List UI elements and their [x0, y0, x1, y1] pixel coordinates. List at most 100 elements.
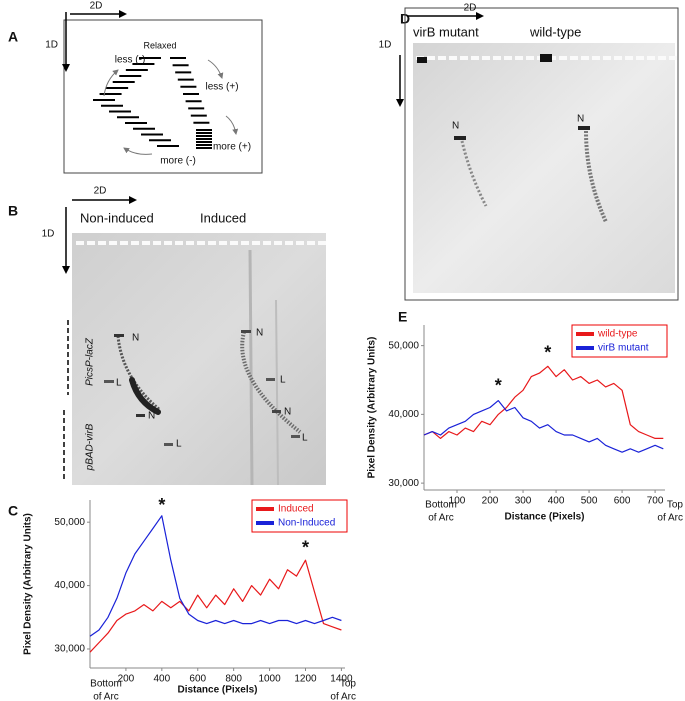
well [296, 241, 304, 245]
band-label: N [132, 333, 139, 344]
well [87, 241, 95, 245]
legend-label: Induced [278, 504, 314, 515]
label: more (+) [213, 142, 251, 153]
x-tick-label: 500 [581, 496, 598, 507]
legend-label: wild-type [597, 329, 638, 340]
well [482, 56, 490, 60]
data-line [423, 400, 664, 453]
well [581, 56, 589, 60]
band-label: L [302, 433, 308, 444]
legend-label: virB mutant [598, 343, 649, 354]
well [614, 56, 622, 60]
x-start-label: Bottom [90, 679, 122, 690]
well [197, 241, 205, 245]
axis-label: 1D [45, 40, 58, 51]
well [307, 241, 315, 245]
topoisomer-bands [93, 57, 212, 149]
x-end-label: Top [667, 500, 684, 511]
gel-streak [248, 249, 254, 486]
well [504, 56, 512, 60]
diagram-box [63, 19, 263, 174]
arrow [207, 59, 224, 79]
x-tick-label: 200 [118, 674, 135, 685]
gel-band [104, 380, 114, 383]
well [252, 241, 260, 245]
gel-band [241, 330, 251, 333]
well [460, 56, 468, 60]
x-tick-label: 400 [153, 674, 170, 685]
x-tick-label: 600 [189, 674, 206, 685]
label: Relaxed [143, 40, 176, 50]
gel-band [454, 136, 466, 140]
x-tick-label: 100 [449, 496, 466, 507]
legend-box [251, 499, 348, 533]
well [471, 56, 479, 60]
gel-arc [584, 130, 608, 223]
panel-e: E [398, 309, 407, 325]
x-tick-label: 700 [647, 496, 664, 507]
band-label: N [256, 328, 263, 339]
well [219, 241, 227, 245]
well [658, 56, 666, 60]
well [526, 56, 534, 60]
annotation: * [495, 376, 502, 396]
x-axis-label: Distance (Pixels) [177, 685, 257, 696]
data-line [89, 559, 342, 653]
y-tick-label: 50,000 [54, 517, 85, 528]
gel-spot [417, 57, 427, 63]
y-axis-label: Pixel Density (Arbitrary Units) [367, 337, 378, 479]
panel-c: C [8, 503, 18, 519]
x-tick-label: 1400 [330, 674, 353, 685]
axis-label: 2D [94, 186, 107, 197]
well [438, 56, 446, 60]
arrow [225, 115, 239, 135]
well [131, 241, 139, 245]
gel-image [413, 43, 675, 293]
x-start-label: of Arc [93, 692, 119, 701]
gel-band [578, 126, 590, 130]
lane-label: Non-induced [80, 210, 154, 225]
annotation: * [158, 495, 165, 515]
panel-a: A 2D 1D Relaxed less (-) less (+) more (… [8, 1, 263, 174]
panel-label: E [398, 309, 407, 325]
gel-image [72, 233, 326, 485]
x-tick-label: 1000 [258, 674, 281, 685]
well [120, 241, 128, 245]
band-label: N [577, 114, 584, 125]
x-end-label: of Arc [657, 513, 683, 524]
well [318, 241, 326, 245]
y-tick-label: 30,000 [388, 478, 419, 489]
well [175, 241, 183, 245]
band-label: N [148, 411, 155, 422]
well [230, 241, 238, 245]
legend-box [571, 324, 668, 358]
x-tick-label: 300 [515, 496, 532, 507]
wells [76, 241, 326, 245]
lane-label: virB mutant [413, 24, 479, 39]
well [98, 241, 106, 245]
arrow [103, 69, 119, 97]
well [274, 241, 282, 245]
annotation: * [544, 343, 551, 363]
band-label: L [280, 375, 286, 386]
well [241, 241, 249, 245]
axis-label: 1D [42, 229, 55, 240]
gel-band [136, 414, 145, 417]
y-axis-label: Pixel Density (Arbitrary Units) [23, 513, 34, 655]
x-tick-label: 200 [482, 496, 499, 507]
x-start-label: of Arc [428, 513, 454, 524]
lane-label: Induced [200, 210, 246, 225]
label: less (-) [115, 55, 146, 66]
x-start-label: Bottom [425, 500, 457, 511]
panel-d: D 2D 1D virB mutant wild-type N N [379, 3, 679, 301]
well [208, 241, 216, 245]
well [164, 241, 172, 245]
y-tick-label: 40,000 [54, 580, 85, 591]
gel-smear [129, 377, 161, 415]
lane-label: wild-type [529, 24, 581, 39]
x-axis-label: Distance (Pixels) [504, 512, 584, 523]
panel-b: B 2D 1D Non-induced Induced PicsP-lacZ p… [8, 186, 326, 486]
gel-arc [116, 335, 161, 412]
y-tick-label: 30,000 [54, 644, 85, 655]
